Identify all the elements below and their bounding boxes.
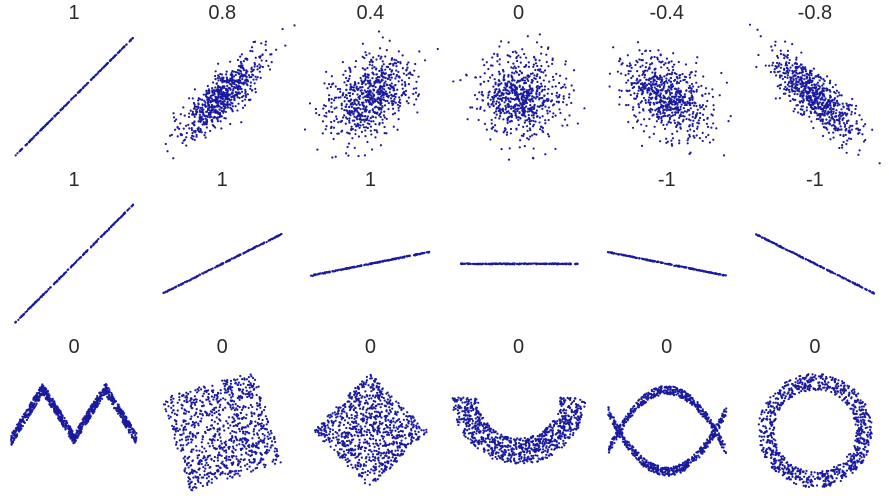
panel-label: -0.8 (741, 2, 889, 25)
scatter-cell: 1 (0, 0, 148, 167)
scatter-plot (593, 0, 741, 167)
scatter-plot (445, 0, 593, 167)
scatter-plot (0, 167, 148, 334)
scatter-cell: 1 (296, 167, 444, 334)
panel-label: 1 (0, 2, 148, 25)
scatter-plot (296, 334, 444, 501)
panel-label: 0 (0, 336, 148, 359)
scatter-plot (445, 334, 593, 501)
scatter-cell: 0 (445, 334, 593, 501)
scatter-cell: -0.8 (741, 0, 889, 167)
scatter-cell: -1 (593, 167, 741, 334)
panel-label: 0.4 (296, 2, 444, 25)
scatter-cell: 0 (445, 0, 593, 167)
panel-label: 0 (296, 336, 444, 359)
panel-label: -1 (593, 169, 741, 192)
panel-label: 0.8 (148, 2, 296, 25)
scatter-plot (741, 167, 889, 334)
scatter-cell: 0 (296, 334, 444, 501)
scatter-plot (593, 167, 741, 334)
scatter-plot (148, 0, 296, 167)
scatter-plot (296, 0, 444, 167)
scatter-plot (0, 0, 148, 167)
scatter-plot (593, 334, 741, 501)
scatter-cell: -0.4 (593, 0, 741, 167)
scatter-plot (445, 167, 593, 334)
panel-label: 0 (593, 336, 741, 359)
panel-label: 1 (0, 169, 148, 192)
scatter-cell: -1 (741, 167, 889, 334)
scatter-cell: 1 (0, 167, 148, 334)
scatter-cell: 1 (148, 167, 296, 334)
panel-label: 0 (148, 336, 296, 359)
scatter-plot (741, 334, 889, 501)
panel-label: -1 (741, 169, 889, 192)
scatter-cell (445, 167, 593, 334)
scatter-cell: 0 (741, 334, 889, 501)
panel-label: 1 (148, 169, 296, 192)
scatter-plot (741, 0, 889, 167)
panel-label: 0 (445, 2, 593, 25)
scatter-plot (0, 334, 148, 501)
scatter-cell: 0 (593, 334, 741, 501)
scatter-plot (148, 334, 296, 501)
scatter-cell: 0 (148, 334, 296, 501)
scatter-cell: 0.4 (296, 0, 444, 167)
panel-label: -0.4 (593, 2, 741, 25)
scatter-plot (148, 167, 296, 334)
scatter-grid: 10.80.40-0.4-0.8111-1-1000000 (0, 0, 889, 501)
scatter-plot (296, 167, 444, 334)
panel-label: 1 (296, 169, 444, 192)
scatter-cell: 0 (0, 334, 148, 501)
panel-label: 0 (445, 336, 593, 359)
scatter-cell: 0.8 (148, 0, 296, 167)
panel-label: 0 (741, 336, 889, 359)
